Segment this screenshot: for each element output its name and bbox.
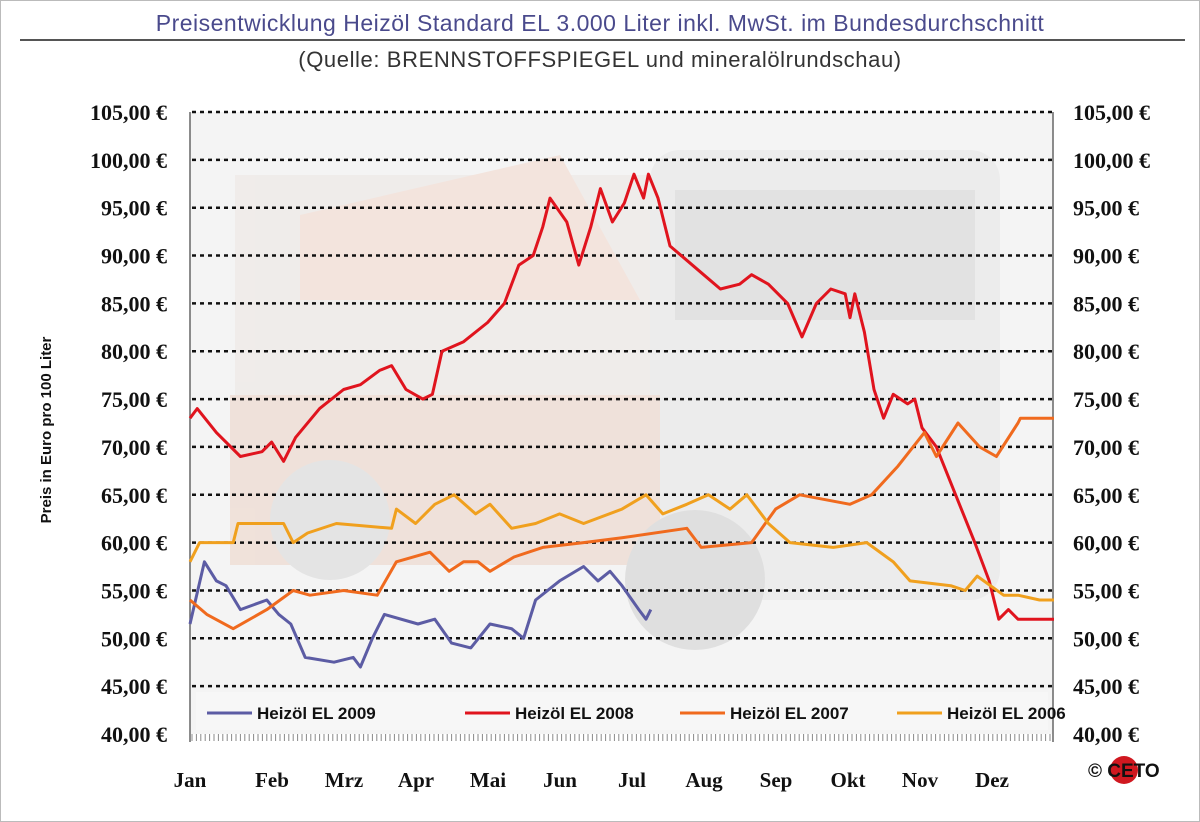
- y-tick-label-left: 80,00 €: [101, 339, 167, 364]
- y-tick-label-right: 75,00 €: [1073, 387, 1139, 412]
- logo-red-disc: [1110, 756, 1138, 784]
- month-label: Okt: [830, 768, 865, 792]
- legend-label: Heizöl EL 2008: [515, 704, 634, 723]
- title-underline: [20, 39, 1185, 41]
- chart-title: Preisentwicklung Heizöl Standard EL 3.00…: [155, 10, 1045, 36]
- y-axis-title: Preis in Euro pro 100 Liter: [38, 336, 55, 523]
- chart-subtitle: (Quelle: BRENNSTOFFSPIEGEL und mineralöl…: [298, 47, 902, 72]
- y-tick-label-left: 60,00 €: [101, 531, 167, 556]
- y-tick-label-left: 45,00 €: [101, 674, 167, 699]
- y-tick-label-right: 45,00 €: [1073, 674, 1139, 699]
- y-tick-label-left: 40,00 €: [101, 722, 167, 747]
- y-tick-label-left: 50,00 €: [101, 626, 167, 651]
- month-label: Feb: [255, 768, 289, 792]
- y-tick-label-right: 40,00 €: [1073, 722, 1139, 747]
- y-tick-label-right: 50,00 €: [1073, 626, 1139, 651]
- y-tick-label-left: 70,00 €: [101, 435, 167, 460]
- month-label: Aug: [685, 768, 723, 792]
- month-label: Dez: [975, 768, 1009, 792]
- month-label: Mrz: [325, 768, 363, 792]
- series-lines: [188, 172, 1054, 669]
- y-tick-label-left: 75,00 €: [101, 387, 167, 412]
- y-tick-label-right: 65,00 €: [1073, 483, 1139, 508]
- y-tick-label-right: 55,00 €: [1073, 578, 1139, 603]
- month-label: Jul: [618, 768, 646, 792]
- month-label: Nov: [902, 768, 939, 792]
- y-axis-left: 40,00 € 45,00 € 50,00 € 55,00 € 60,00 € 65,00…: [90, 100, 167, 747]
- y-tick-label-right: 60,00 €: [1073, 531, 1139, 556]
- y-tick-label-left: 95,00 €: [101, 196, 167, 221]
- y-tick-label-left: 90,00 €: [101, 244, 167, 269]
- month-label: Jan: [174, 768, 207, 792]
- y-tick-label-right: 95,00 €: [1073, 196, 1139, 221]
- y-tick-label-right: 70,00 €: [1073, 435, 1139, 460]
- x-axis: Jan Feb Mrz Apr Mai Jun Jul Aug Sep Okt Nov Dez: [174, 768, 1009, 792]
- x-minor-ticks: [191, 734, 1051, 741]
- y-tick-label-left: 105,00 €: [90, 100, 167, 125]
- y-tick-label-right: 105,00 €: [1073, 100, 1150, 125]
- y-tick-label-left: 100,00 €: [90, 148, 167, 173]
- y-tick-label-left: 65,00 €: [101, 483, 167, 508]
- y-tick-label-right: 100,00 €: [1073, 148, 1150, 173]
- legend-label: Heizöl EL 2006: [947, 704, 1066, 723]
- legend-label: Heizöl EL 2009: [257, 704, 376, 723]
- y-axis-right: 40,00 € 45,00 € 50,00 € 55,00 € 60,00 € 65,00…: [1073, 100, 1150, 747]
- legend-label: Heizöl EL 2007: [730, 704, 849, 723]
- series-line-heizöl-el-2007: [189, 416, 1054, 631]
- y-tick-label-right: 85,00 €: [1073, 291, 1139, 316]
- month-label: Mai: [470, 768, 506, 792]
- y-tick-label-left: 55,00 €: [101, 578, 167, 603]
- month-label: Sep: [760, 768, 793, 792]
- y-tick-label-right: 80,00 €: [1073, 339, 1139, 364]
- ceto-logo: © CETO: [1088, 756, 1160, 784]
- y-tick-label-left: 85,00 €: [101, 291, 167, 316]
- series-line-heizöl-el-2009: [188, 560, 653, 669]
- legend-box: [196, 692, 1048, 730]
- series-line-heizöl-el-2008: [188, 172, 1054, 621]
- month-label: Jun: [543, 768, 577, 792]
- month-label: Apr: [398, 768, 434, 792]
- legend: Heizöl EL 2009 Heizöl EL 2008 Heizöl EL 20…: [196, 692, 1066, 730]
- series-line-heizöl-el-2006: [188, 493, 1054, 602]
- y-tick-label-right: 90,00 €: [1073, 244, 1139, 269]
- copyright-text: © CETO: [1088, 761, 1160, 782]
